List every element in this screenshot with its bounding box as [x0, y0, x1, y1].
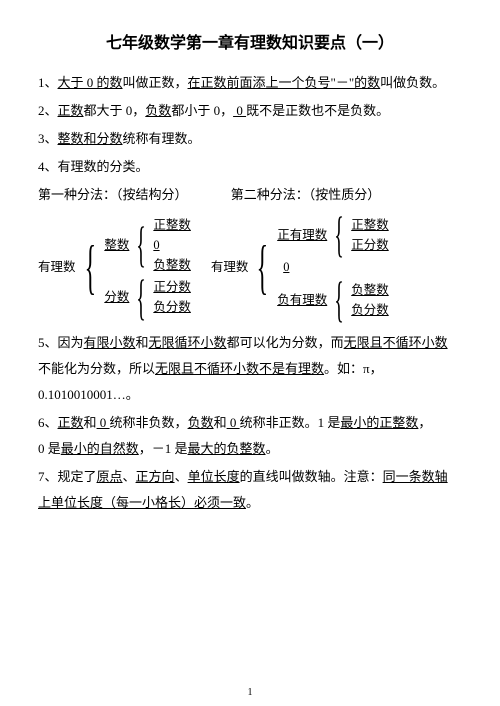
- tree-node: 正有理数: [277, 225, 327, 245]
- underline-text: 有限小数: [84, 335, 136, 350]
- tree-leaf: 0: [153, 235, 191, 255]
- underline-text: 无限且不循环小数: [344, 335, 448, 350]
- underline-text: 负数: [145, 103, 171, 118]
- brace-icon: {: [334, 277, 344, 322]
- page-number: 1: [0, 687, 500, 698]
- tree-leaf: 正整数: [153, 215, 191, 235]
- text: 、: [175, 469, 188, 484]
- underline-text: 最大的负整数: [188, 441, 266, 456]
- text: 和: [136, 335, 149, 350]
- underline-text: 整数和分数: [58, 131, 123, 146]
- underline-text: 无限且不循环小数不是有理数: [155, 361, 324, 376]
- text: 叫做正数，: [123, 75, 188, 90]
- text: ，: [418, 415, 431, 430]
- text: 1、: [38, 75, 58, 90]
- text: 2、: [38, 103, 58, 118]
- text: 7、规定了: [38, 469, 97, 484]
- underline-text: 同一条数轴: [383, 469, 448, 484]
- underline-text: 负数: [188, 415, 214, 430]
- tree-root: 有理数: [211, 255, 249, 280]
- underline-text: 大于 0 的数: [58, 75, 123, 90]
- method-1-label: 第一种分法：（按结构分）: [38, 182, 188, 208]
- text: ，－1 是: [139, 441, 188, 456]
- point-4: 4、有理数的分类。: [38, 154, 462, 180]
- text: 。如：π，: [324, 361, 383, 376]
- brace-icon: {: [84, 240, 96, 294]
- underline-text: 单位长度: [188, 469, 240, 484]
- underline-text: 正方向: [136, 469, 175, 484]
- text: 统称非负数，: [110, 415, 188, 430]
- tree-leaf: 负整数: [351, 280, 389, 300]
- text: 、: [123, 469, 136, 484]
- text: 不能化为分数，所以: [38, 361, 155, 376]
- text: 5、因为: [38, 335, 84, 350]
- tree-leaf: 负整数: [153, 255, 191, 275]
- underline-text: 正数: [58, 103, 84, 118]
- underline-text: 0: [227, 415, 240, 430]
- tree-node: 负有理数: [277, 290, 327, 310]
- underline-text: 原点: [97, 469, 123, 484]
- text: 既不是正数也不是负数。: [246, 103, 389, 118]
- text: 都小于 0，: [171, 103, 233, 118]
- text: 3、: [38, 131, 58, 146]
- method-2-label: 第二种分法：（按性质分）: [231, 187, 381, 202]
- method-labels: 第一种分法：（按结构分） 第二种分法：（按性质分）: [38, 182, 462, 208]
- underline-text: 在正数前面添上一个负号"－"的数: [188, 75, 381, 90]
- tree-level-2: 正整数 正分数: [351, 215, 389, 255]
- tree-level-1: 整数 { 正整数 0 负整数 分数 { 正分数 负分数: [104, 215, 191, 320]
- text: 。: [246, 495, 259, 510]
- underline-text: 上单位长度（每一小格长）必须一致: [38, 495, 246, 510]
- tree-level-1: 正有理数 { 正整数 正分数 0 负有理数 { 负整数 负分数: [277, 212, 389, 322]
- document-page: 七年级数学第一章有理数知识要点（一） 1、大于 0 的数叫做正数，在正数前面添上…: [0, 0, 500, 528]
- tree-node: 0: [277, 257, 389, 277]
- brace-icon: {: [334, 212, 344, 257]
- point-2: 2、正数都大于 0，负数都小于 0， 0 既不是正数也不是负数。: [38, 98, 462, 124]
- tree-node: 分数: [104, 287, 129, 307]
- text: 统称有理数。: [123, 131, 201, 146]
- text: 统称非正数。1 是: [240, 415, 341, 430]
- tree-level-2: 负整数 负分数: [351, 280, 389, 320]
- point-7: 7、规定了原点、正方向、单位长度的直线叫做数轴。注意：同一条数轴 上单位长度（每…: [38, 464, 462, 516]
- text: 4、有理数的分类。: [38, 159, 149, 174]
- tree-level-2: 正整数 0 负整数: [153, 215, 191, 275]
- text: 6、: [38, 415, 58, 430]
- text: 0 是: [38, 441, 61, 456]
- brace-icon: {: [137, 222, 147, 267]
- point-1: 1、大于 0 的数叫做正数，在正数前面添上一个负号"－"的数叫做负数。: [38, 70, 462, 96]
- tree-leaf: 正分数: [153, 277, 191, 297]
- underline-text: 0: [233, 103, 246, 118]
- underline-text: 0: [97, 415, 110, 430]
- text: 叫做负数。: [380, 75, 445, 90]
- tree-leaf: 负分数: [153, 297, 191, 317]
- point-6: 6、正数和 0 统称非负数，负数和 0 统称非正数。1 是最小的正整数， 0 是…: [38, 410, 462, 462]
- underline-text: 正数: [58, 415, 84, 430]
- text: 。: [266, 441, 279, 456]
- text: 的直线叫做数轴。注意：: [240, 469, 383, 484]
- text: 都可以化为分数，而: [227, 335, 344, 350]
- brace-icon: {: [257, 240, 269, 294]
- underline-text: 最小的自然数: [61, 441, 139, 456]
- diagram-1: 有理数 { 整数 { 正整数 0 负整数 分数 { 正分数: [38, 212, 191, 322]
- point-5: 5、因为有限小数和无限循环小数都可以化为分数，而无限且不循环小数 不能化为分数，…: [38, 330, 462, 408]
- underline-text: 无限循环小数: [149, 335, 227, 350]
- text: 0.1010010001…。: [38, 387, 139, 402]
- text: 都大于 0，: [84, 103, 146, 118]
- tree-leaf: 正分数: [351, 235, 389, 255]
- text: 和: [84, 415, 97, 430]
- underline-text: 最小的正整数: [340, 415, 418, 430]
- tree-root: 有理数: [38, 255, 76, 280]
- page-title: 七年级数学第一章有理数知识要点（一）: [38, 28, 462, 60]
- tree-level-2: 正分数 负分数: [153, 277, 191, 317]
- tree-leaf: 正整数: [351, 215, 389, 235]
- brace-icon: {: [137, 275, 147, 320]
- diagram-2: 有理数 { 正有理数 { 正整数 正分数 0 负有理数 { 负整数: [211, 212, 389, 322]
- point-3: 3、整数和分数统称有理数。: [38, 126, 462, 152]
- tree-node: 整数: [104, 235, 129, 255]
- classification-diagrams: 有理数 { 整数 { 正整数 0 负整数 分数 { 正分数: [38, 212, 462, 322]
- tree-leaf: 负分数: [351, 300, 389, 320]
- text: 和: [214, 415, 227, 430]
